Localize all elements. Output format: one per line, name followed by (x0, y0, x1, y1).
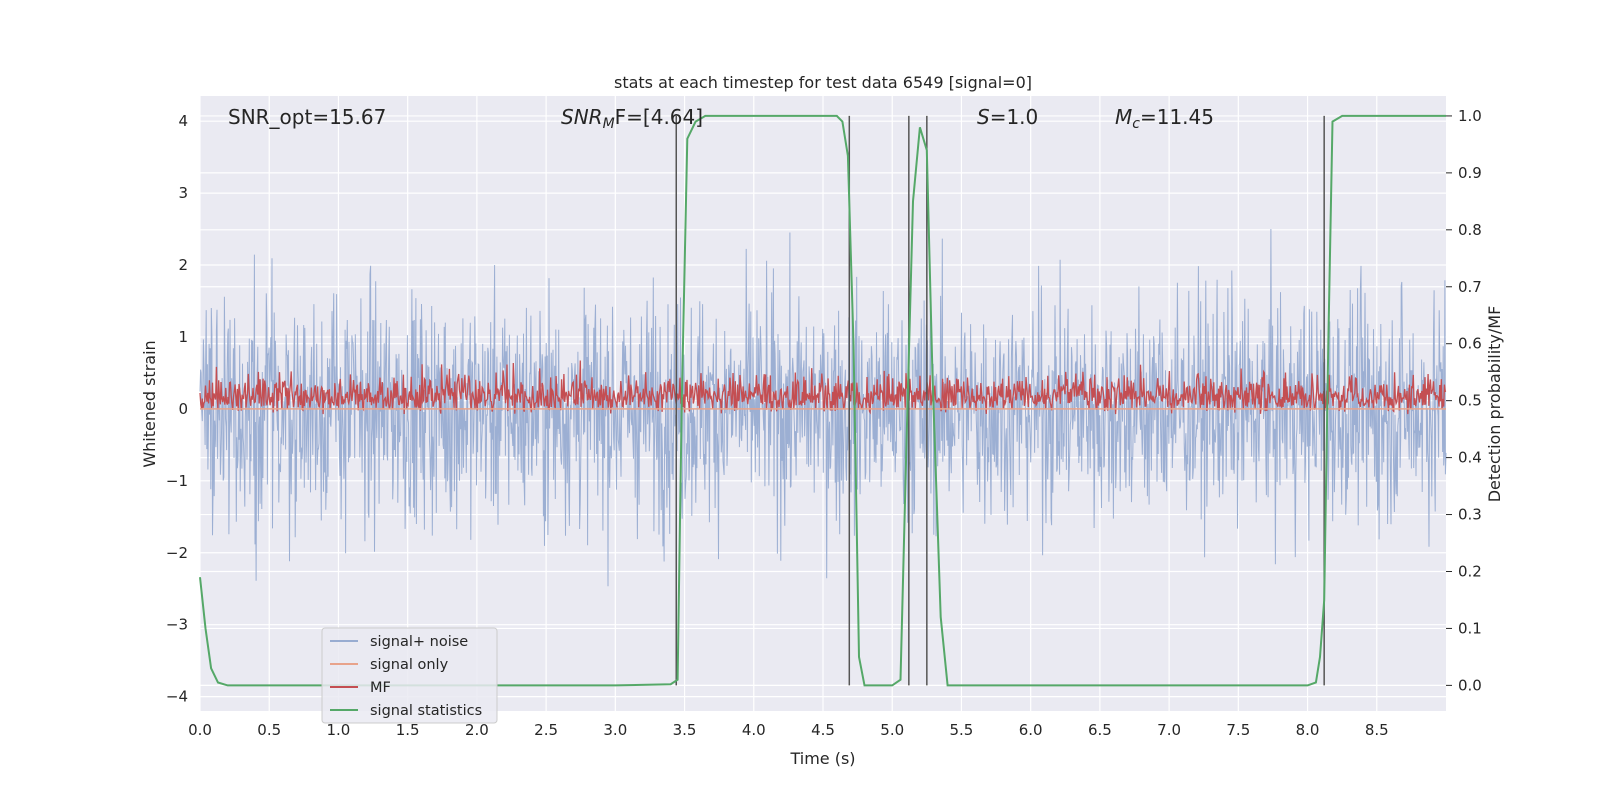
series-signal-statistics (199, 114, 1446, 687)
x-tick-label: 3.5 (673, 721, 697, 739)
y-tick-label-left: −1 (166, 472, 188, 490)
x-tick-label: 6.5 (1088, 721, 1112, 739)
y-tick-label-left: −4 (166, 688, 188, 706)
x-ticks: 0.0 0.5 1.0 1.5 2.0 2.5 3.0 3.5 4.0 4.5 5.0 5.5 6.0 6… (188, 721, 1389, 739)
y-tick-label-right: 0.2 (1458, 562, 1482, 580)
x-tick-label: 2.5 (534, 721, 558, 739)
x-tick-label: 7.5 (1226, 721, 1250, 739)
y-tick-label-right: 0.4 (1458, 449, 1482, 467)
x-tick-label: 3.0 (603, 721, 627, 739)
annotation-snr-mf-symbol: SNR (561, 105, 603, 129)
y-tick-label-right: 1.0 (1458, 107, 1482, 125)
x-tick-label: 1.0 (327, 721, 351, 739)
x-tick-label: 8.0 (1296, 721, 1320, 739)
annotation-mc: Mc=11.45 (1115, 105, 1214, 132)
annotation-s: S=1.0 (977, 105, 1038, 129)
annotation-mc-sub: c (1132, 116, 1140, 132)
x-tick-label: 7.0 (1157, 721, 1181, 739)
legend-box (321, 627, 498, 724)
annotation-snr-mf-value: F=[4.64] (615, 105, 703, 129)
x-tick-label: 2.0 (465, 721, 489, 739)
annotation-snr-mf-sub: M (603, 116, 615, 132)
y-ticks-left: −4 −3 −2 −1 0 1 2 3 4 (166, 112, 188, 705)
y-tick-label-left: 1 (178, 328, 188, 346)
y-tick-label-left: 4 (178, 112, 188, 130)
y-tick-label-left: 0 (178, 400, 188, 418)
x-tick-label: 0.5 (257, 721, 281, 739)
x-tick-label: 5.0 (880, 721, 904, 739)
annotation-snr-opt: SNR_opt=15.67 (228, 105, 386, 129)
y-axis-label-left: Whitened strain (140, 340, 159, 467)
y-tick-label-right: 0.9 (1458, 164, 1482, 182)
x-tick-label: 6.0 (1019, 721, 1043, 739)
x-axis-label: Time (s) (789, 749, 855, 768)
mf-layer (199, 360, 1447, 415)
annotation-s-value: =1.0 (990, 105, 1039, 129)
annotation-s-symbol: S (977, 105, 990, 129)
chart-title: stats at each timestep for test data 654… (614, 73, 1032, 92)
y-tick-label-right: 0.7 (1458, 278, 1482, 296)
legend-label-signal-only: signal only (370, 657, 449, 673)
y-tick-label-right: 0.5 (1458, 392, 1482, 410)
y-axis-label-right: Detection probability/MF (1485, 306, 1504, 503)
y-tick-label-left: −3 (166, 616, 188, 634)
y-tick-label-left: −2 (166, 544, 188, 562)
y-tick-label-right: 0.3 (1458, 506, 1482, 524)
annotation-mc-symbol: M (1115, 105, 1132, 129)
legend: signal+ noise signal only MF signal stat… (321, 627, 498, 724)
legend-label-mf: MF (370, 680, 391, 696)
x-tick-label: 4.0 (742, 721, 766, 739)
x-tick-label: 1.5 (396, 721, 420, 739)
y-ticks-right: 0.0 0.1 0.2 0.3 0.4 0.5 0.6 0.7 0.8 0.9 1.0 (1446, 107, 1482, 694)
y-tick-label-right: 0.6 (1458, 335, 1482, 353)
x-tick-label: 5.5 (950, 721, 974, 739)
y-tick-label-left: 2 (178, 256, 188, 274)
legend-label-signal-statistics: signal statistics (370, 703, 482, 719)
y-tick-label-right: 0.0 (1458, 676, 1482, 694)
stat-layer (199, 114, 1446, 687)
y-tick-label-right: 0.8 (1458, 221, 1482, 239)
annotation-mc-value: =11.45 (1140, 105, 1214, 129)
y-tick-label-right: 0.1 (1458, 619, 1482, 637)
legend-label-signal-noise: signal+ noise (370, 634, 468, 650)
x-tick-label: 0.0 (188, 721, 212, 739)
annotation-snr-mf: SNRMF=[4.64] (561, 105, 703, 132)
series-mf (199, 360, 1447, 415)
x-tick-label: 4.5 (811, 721, 835, 739)
x-tick-label: 8.5 (1365, 721, 1389, 739)
y-tick-label-left: 3 (178, 184, 188, 202)
